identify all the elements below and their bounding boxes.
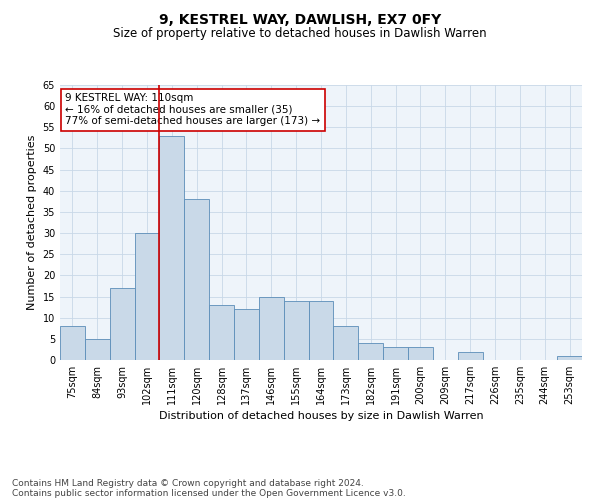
Text: 9 KESTREL WAY: 110sqm
← 16% of detached houses are smaller (35)
77% of semi-deta: 9 KESTREL WAY: 110sqm ← 16% of detached … xyxy=(65,93,320,126)
Bar xyxy=(234,309,259,360)
Text: Contains HM Land Registry data © Crown copyright and database right 2024.: Contains HM Land Registry data © Crown c… xyxy=(12,478,364,488)
Text: Size of property relative to detached houses in Dawlish Warren: Size of property relative to detached ho… xyxy=(113,28,487,40)
Bar xyxy=(458,352,482,360)
Text: 9, KESTREL WAY, DAWLISH, EX7 0FY: 9, KESTREL WAY, DAWLISH, EX7 0FY xyxy=(159,12,441,26)
X-axis label: Distribution of detached houses by size in Dawlish Warren: Distribution of detached houses by size … xyxy=(158,411,484,421)
Bar xyxy=(259,296,284,360)
Bar xyxy=(284,301,308,360)
Bar xyxy=(160,136,184,360)
Bar xyxy=(110,288,134,360)
Bar xyxy=(184,199,209,360)
Bar xyxy=(308,301,334,360)
Bar xyxy=(408,348,433,360)
Text: Contains public sector information licensed under the Open Government Licence v3: Contains public sector information licen… xyxy=(12,488,406,498)
Bar xyxy=(85,339,110,360)
Bar xyxy=(358,343,383,360)
Bar xyxy=(134,233,160,360)
Y-axis label: Number of detached properties: Number of detached properties xyxy=(27,135,37,310)
Bar xyxy=(60,326,85,360)
Bar xyxy=(334,326,358,360)
Bar xyxy=(383,348,408,360)
Bar xyxy=(557,356,582,360)
Bar xyxy=(209,305,234,360)
